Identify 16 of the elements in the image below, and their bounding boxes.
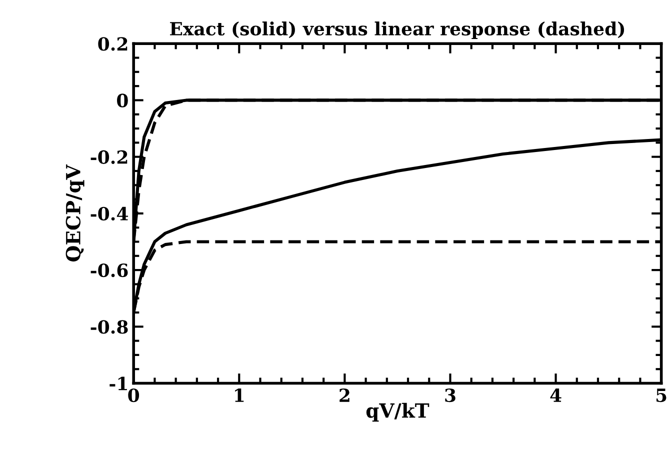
- y-tick-label: -0.6: [90, 264, 128, 278]
- y-tick-label: 0: [117, 94, 128, 108]
- y-axis-title: QECP/qV: [66, 164, 84, 262]
- y-tick-label: -0.2: [90, 150, 128, 164]
- x-tick-label: 2: [340, 388, 350, 402]
- y-tick-label: -1: [110, 376, 127, 390]
- chart-title: Exact (solid) versus linear response (dashed): [170, 22, 624, 40]
- x-tick-label: 0: [128, 388, 140, 402]
- y-tick-label: -0.8: [90, 320, 128, 334]
- x-tick-label: 1: [235, 388, 244, 402]
- y-tick-label: 0.2: [98, 37, 128, 51]
- x-axis-title: qV/kT: [366, 402, 430, 422]
- y-tick-label: -0.4: [90, 206, 128, 221]
- x-tick-label: 5: [656, 388, 666, 402]
- x-tick-label: 3: [445, 388, 456, 402]
- x-tick-label: 4: [550, 388, 562, 402]
